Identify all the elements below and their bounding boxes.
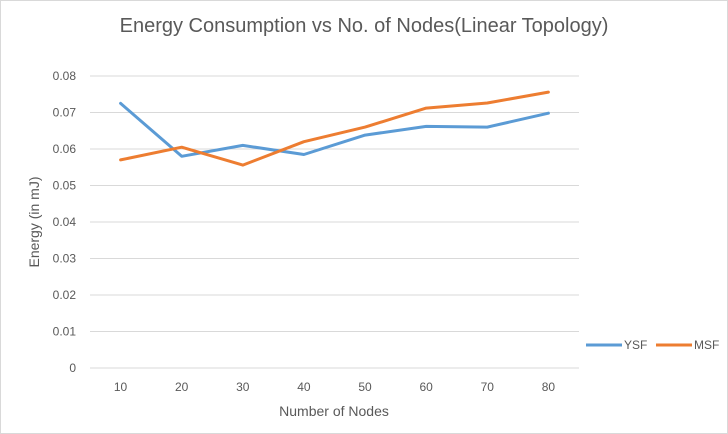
y-tick-label: 0.04 [53, 215, 77, 229]
y-axis-title: Energy (in mJ) [26, 176, 42, 267]
legend: YSF MSF [586, 338, 719, 352]
y-tick-label: 0.08 [53, 69, 77, 83]
series-line-ysf [119, 101, 550, 158]
y-tick-label: 0.05 [53, 179, 77, 193]
legend-label-ysf: YSF [624, 338, 647, 352]
x-tick-label: 50 [358, 380, 372, 394]
y-tick-label: 0.06 [53, 142, 77, 156]
series-lines [119, 90, 550, 167]
chart-title: Energy Consumption vs No. of Nodes(Linea… [120, 15, 609, 37]
x-axis-ticks: 10 20 30 40 50 60 70 80 [114, 380, 556, 394]
x-tick-label: 40 [297, 380, 311, 394]
y-tick-label: 0.07 [53, 106, 77, 120]
x-tick-label: 70 [481, 380, 495, 394]
y-axis-ticks: 0 0.01 0.02 0.03 0.04 0.05 0.06 0.07 0.08 [53, 69, 77, 375]
y-tick-label: 0.03 [53, 252, 77, 266]
x-tick-label: 80 [542, 380, 556, 394]
x-tick-label: 30 [236, 380, 250, 394]
legend-label-msf: MSF [694, 338, 719, 352]
x-tick-label: 10 [114, 380, 128, 394]
x-tick-label: 60 [420, 380, 434, 394]
gridlines [90, 75, 579, 369]
y-tick-label: 0.02 [53, 288, 77, 302]
x-tick-label: 20 [175, 380, 189, 394]
series-line-msf [119, 90, 550, 167]
y-tick-label: 0.01 [53, 325, 77, 339]
x-axis-title: Number of Nodes [279, 403, 389, 419]
y-tick-label: 0 [69, 361, 76, 375]
